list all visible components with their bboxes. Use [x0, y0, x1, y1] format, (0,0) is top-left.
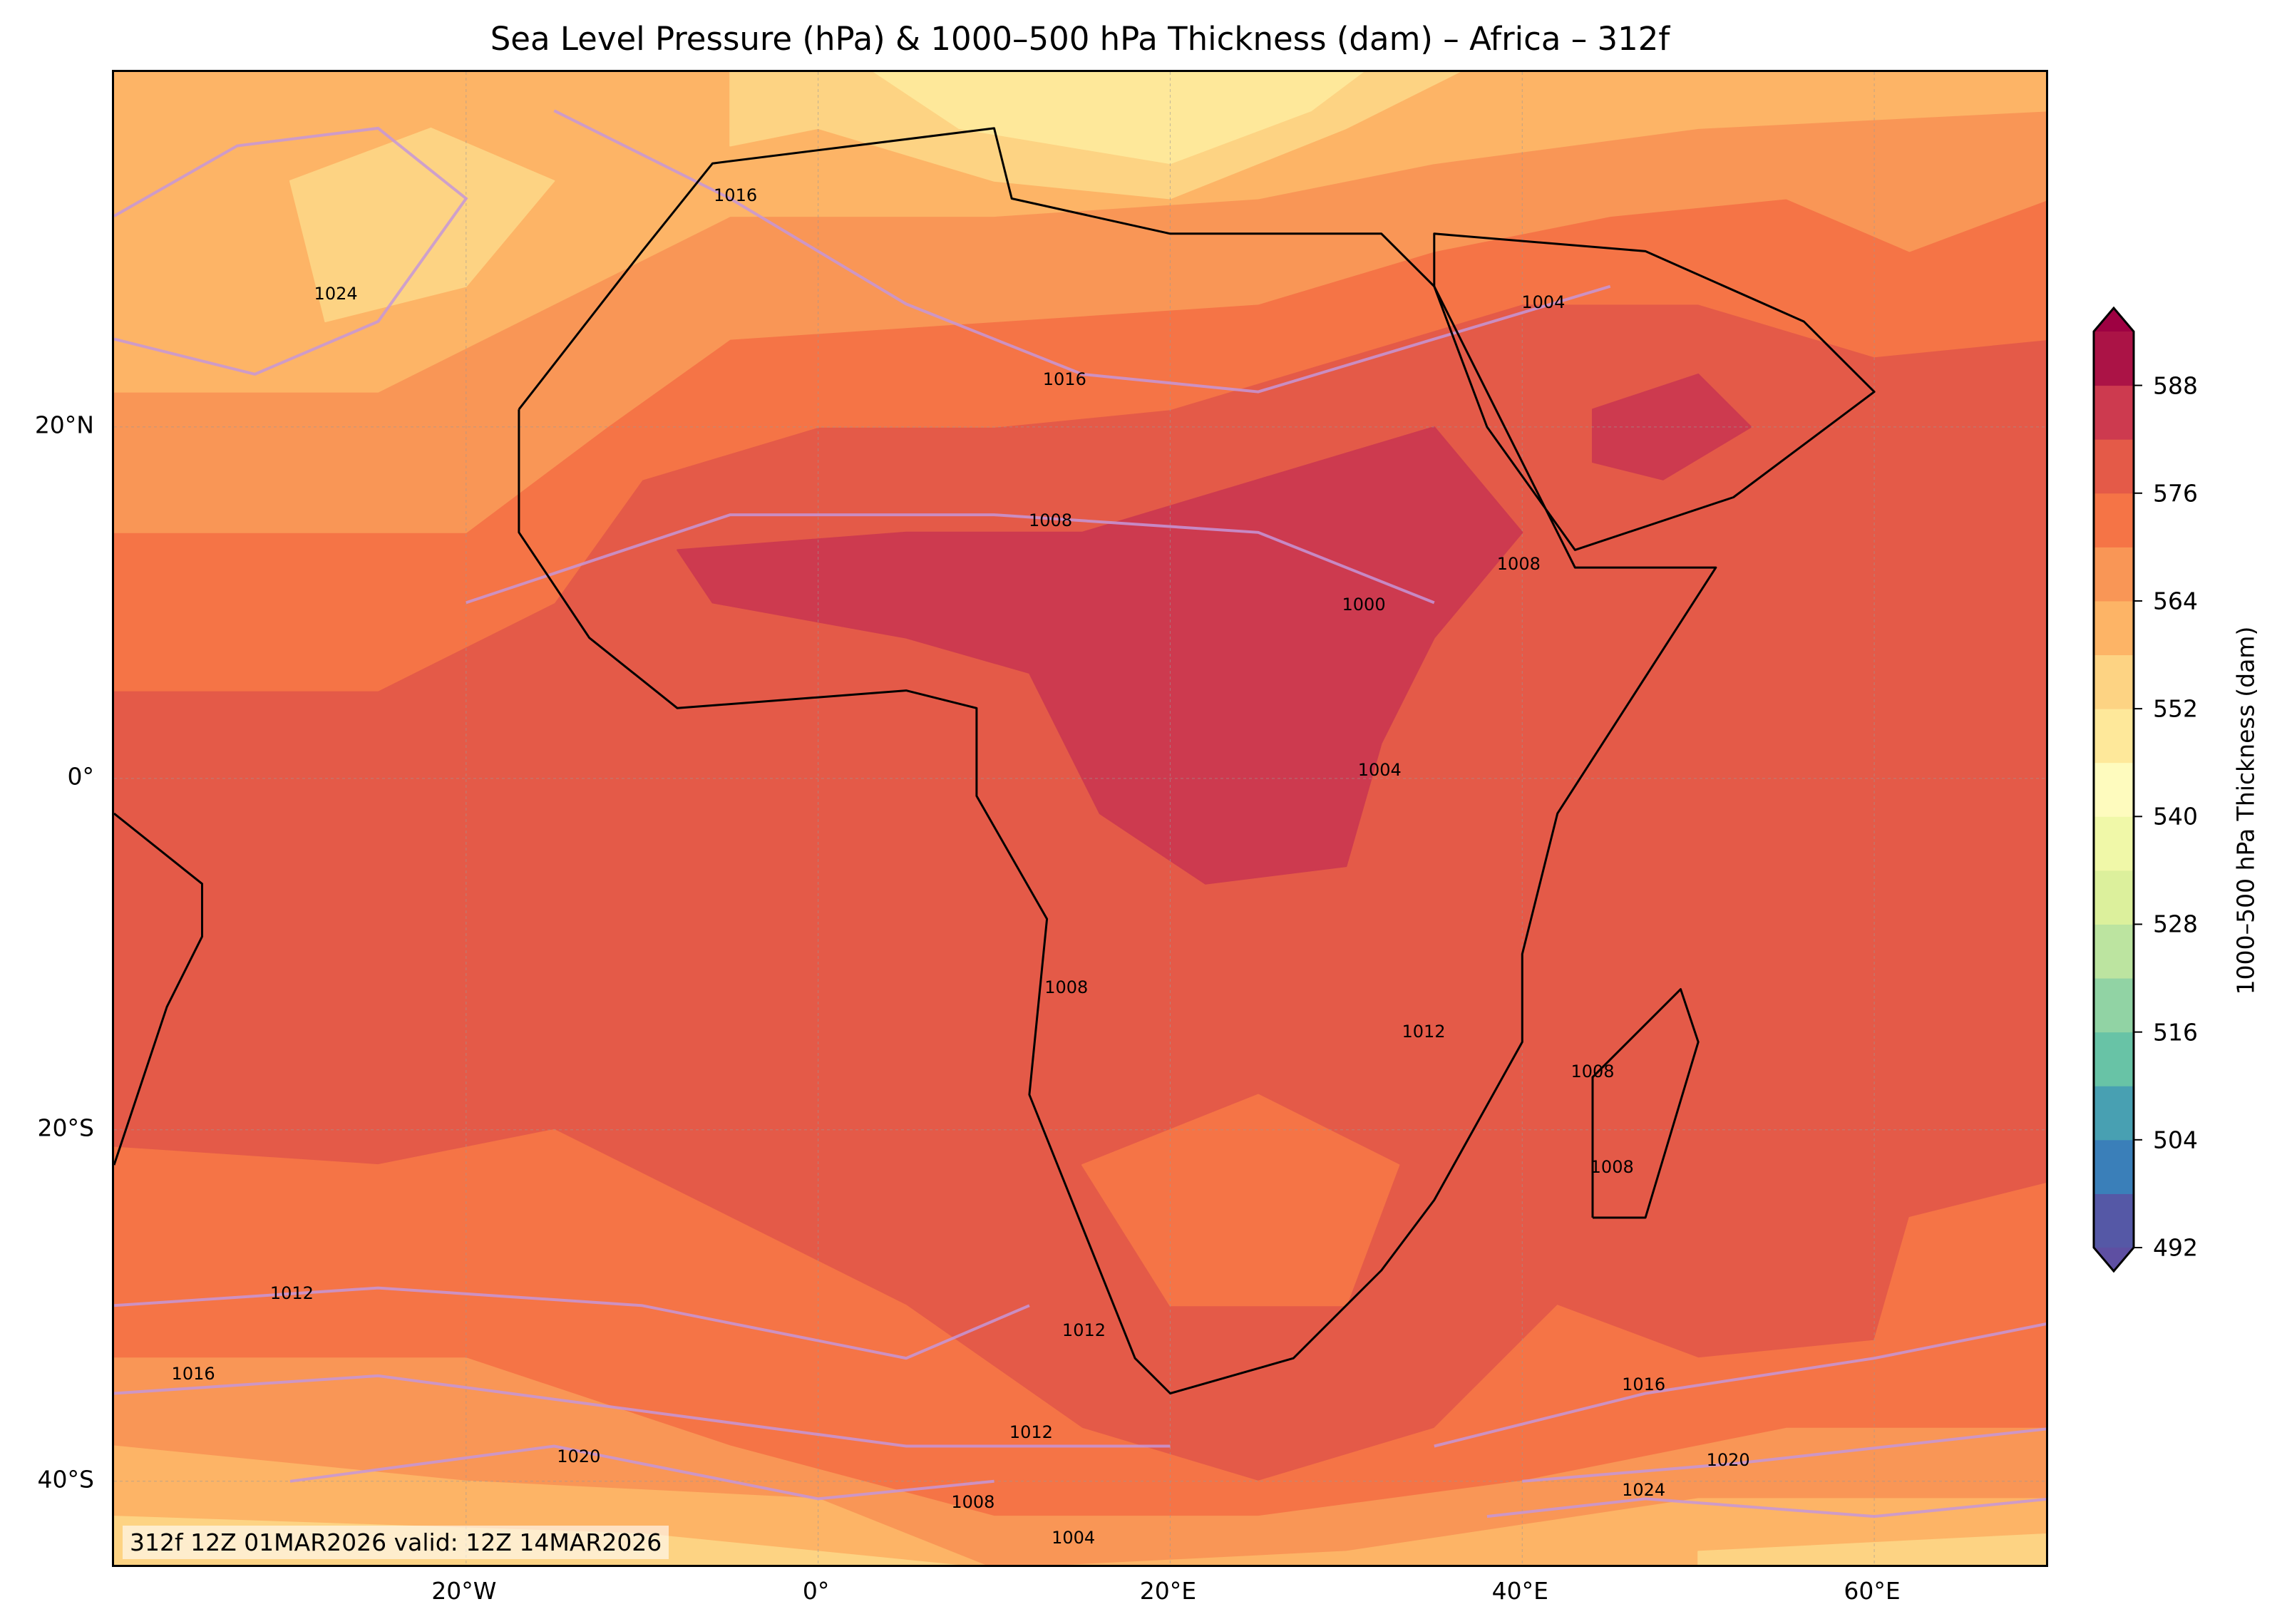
isobar-label: 1016 — [1622, 1374, 1666, 1395]
isobar-label: 1016 — [1042, 369, 1086, 390]
isobar-line — [1434, 1322, 2046, 1448]
colorbar-segment — [2094, 1086, 2134, 1141]
coastline — [1433, 232, 1876, 551]
lat-tick-label: 0° — [67, 762, 95, 791]
thickness-region-558 — [114, 72, 2046, 393]
isobar-label: 1008 — [1590, 1156, 1634, 1177]
lon-tick-label: 60°E — [1844, 1577, 1901, 1605]
coastline — [114, 812, 203, 1166]
isobar-line — [553, 109, 1611, 394]
thickness-region-570 — [1081, 1094, 1400, 1307]
isobar-line — [114, 126, 468, 376]
colorbar-segment — [2094, 978, 2134, 1033]
isobar-line — [1486, 1497, 2046, 1518]
colorbar-tick-label: 588 — [2153, 371, 2198, 400]
lat-tick-label: 20°S — [37, 1114, 94, 1142]
map-panel: 1016 1024 1016 1004 1008 1008 1000 1004 1008 1012… — [112, 70, 2048, 1567]
lat-tick-label: 20°N — [34, 411, 94, 439]
colorbar-extend-low — [2094, 1248, 2134, 1271]
colorbar-segment — [2094, 1139, 2134, 1194]
coastline — [518, 127, 1717, 1394]
thickness-region-582 — [677, 426, 1523, 885]
isobar-label: 1000 — [1342, 594, 1386, 615]
thickness-region-552 — [1697, 1533, 2046, 1565]
isobar-line — [466, 513, 1435, 605]
isobar-label: 1012 — [269, 1283, 314, 1304]
lon-tick-label: 20°W — [431, 1577, 497, 1605]
colorbar-segment — [2094, 924, 2134, 979]
colorbar-segment — [2094, 709, 2134, 764]
lon-tick-label: 40°E — [1491, 1577, 1548, 1605]
colorbar-tick-label: 528 — [2153, 910, 2198, 938]
isobar-label: 1008 — [1571, 1062, 1615, 1082]
colorbar-extend-high — [2094, 308, 2134, 332]
colorbar-tick-label: 492 — [2153, 1233, 2198, 1262]
colorbar-segment — [2094, 385, 2134, 440]
map-title: Sea Level Pressure (hPa) & 1000–500 hPa … — [490, 20, 1670, 58]
colorbar-tick-label: 540 — [2153, 802, 2198, 831]
isobar-label: 1012 — [1009, 1422, 1053, 1442]
isobar-label: 1024 — [314, 283, 358, 304]
colorbar-segment — [2094, 654, 2134, 709]
isobar-label: 1008 — [951, 1492, 995, 1513]
colorbar-tick-label: 516 — [2153, 1018, 2198, 1047]
colorbar-segment — [2094, 332, 2134, 386]
colorbar-segment — [2094, 493, 2134, 548]
isobar-label: 1004 — [1521, 292, 1566, 312]
colorbar-tick-label: 552 — [2153, 694, 2198, 723]
colorbar-segment — [2094, 439, 2134, 494]
isobar-label: 1004 — [1357, 759, 1402, 780]
colorbar-segment — [2094, 600, 2134, 656]
colorbar-label: 1000–500 hPa Thickness (dam) — [2231, 626, 2260, 995]
isobar-label: 1004 — [1052, 1527, 1096, 1548]
colorbar-segment — [2094, 762, 2134, 817]
isobar-label: 1012 — [1062, 1320, 1106, 1340]
colorbar-segment — [2094, 816, 2134, 871]
colorbar-tick-label: 576 — [2153, 479, 2198, 508]
colorbar-segment — [2094, 547, 2134, 602]
colorbar-segment — [2094, 870, 2134, 925]
colorbar-segment — [2094, 1032, 2134, 1086]
isobar-label: 1012 — [1402, 1021, 1446, 1042]
lon-tick-label: 20°E — [1139, 1577, 1197, 1605]
thickness-region-546 — [873, 72, 1364, 165]
isobar-line — [289, 1444, 994, 1501]
colorbar — [2092, 307, 2142, 1273]
coastline — [1591, 988, 1700, 1219]
isobar-label: 1008 — [1029, 510, 1073, 530]
forecast-timestamp: 312f 12Z 01MAR2026 valid: 12Z 14MAR2026 — [123, 1526, 669, 1559]
map-canvas — [114, 72, 2046, 1565]
isobar-label: 1008 — [1044, 977, 1089, 998]
lat-tick-label: 40°S — [37, 1465, 94, 1494]
isobar-line — [1522, 1427, 2046, 1483]
colorbar-tick-label: 504 — [2153, 1126, 2198, 1154]
lon-tick-label: 0° — [802, 1577, 830, 1605]
colorbar-segment — [2094, 1193, 2134, 1248]
isobar-line — [114, 1374, 1171, 1448]
thickness-region-552 — [289, 127, 555, 322]
colorbar-tick-label: 564 — [2153, 587, 2198, 615]
isobar-label: 1008 — [1496, 554, 1541, 575]
isobar-line — [114, 1286, 1030, 1360]
isobar-label: 1020 — [1706, 1450, 1750, 1471]
isobar-label: 1024 — [1622, 1480, 1666, 1501]
isobar-label: 1016 — [171, 1364, 215, 1384]
isobar-label: 1020 — [557, 1446, 601, 1467]
isobar-label: 1016 — [714, 185, 758, 205]
